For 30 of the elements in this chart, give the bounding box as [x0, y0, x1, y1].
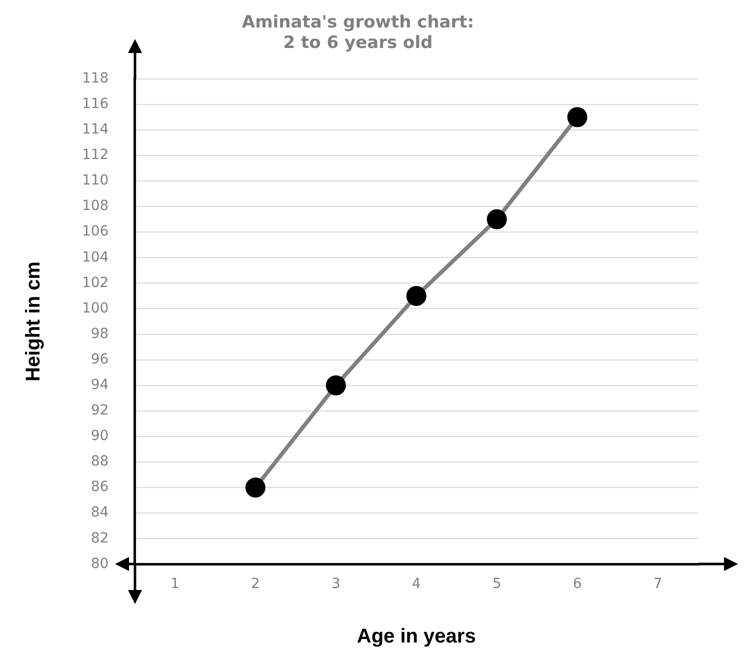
y-tick-label: 110	[82, 172, 109, 189]
y-tick-label: 84	[90, 504, 109, 521]
y-tick-label: 96	[90, 351, 109, 368]
y-tick-label: 92	[90, 402, 109, 419]
y-tick-label: 94	[90, 377, 109, 394]
y-tick-label: 112	[82, 147, 109, 164]
y-tick-label: 116	[82, 96, 109, 112]
x-tick-label: 1	[170, 576, 180, 592]
chart-title: Aminata's growth chart: 2 to 6 years old	[242, 12, 474, 54]
x-tick-label: 6	[572, 576, 582, 592]
x-tick-label: 7	[653, 576, 662, 592]
x-axis-title: Age in years	[356, 626, 476, 648]
y-tick-label: 86	[90, 479, 109, 496]
y-tick-label: 106	[82, 224, 109, 240]
y-tick-label: 98	[90, 326, 109, 342]
y-tick-label: 108	[82, 198, 109, 214]
y-tick-label: 88	[90, 454, 109, 470]
y-tick-label: 114	[82, 122, 109, 138]
y-tick-label: 102	[82, 274, 109, 291]
y-tick-label: 100	[82, 300, 109, 316]
y-axis-title: Height in cm	[22, 261, 45, 382]
y-tick-label: 82	[90, 530, 109, 546]
y-tick-label: 90	[90, 428, 109, 444]
x-tick-label: 5	[492, 576, 502, 592]
x-tick-label: 4	[412, 576, 421, 592]
x-tick-label: 3	[331, 576, 340, 592]
y-tick-label: 118	[82, 70, 109, 86]
x-tick-label: 2	[250, 576, 260, 592]
y-tick-label: 80	[90, 556, 109, 572]
y-tick-label: 104	[82, 249, 109, 266]
